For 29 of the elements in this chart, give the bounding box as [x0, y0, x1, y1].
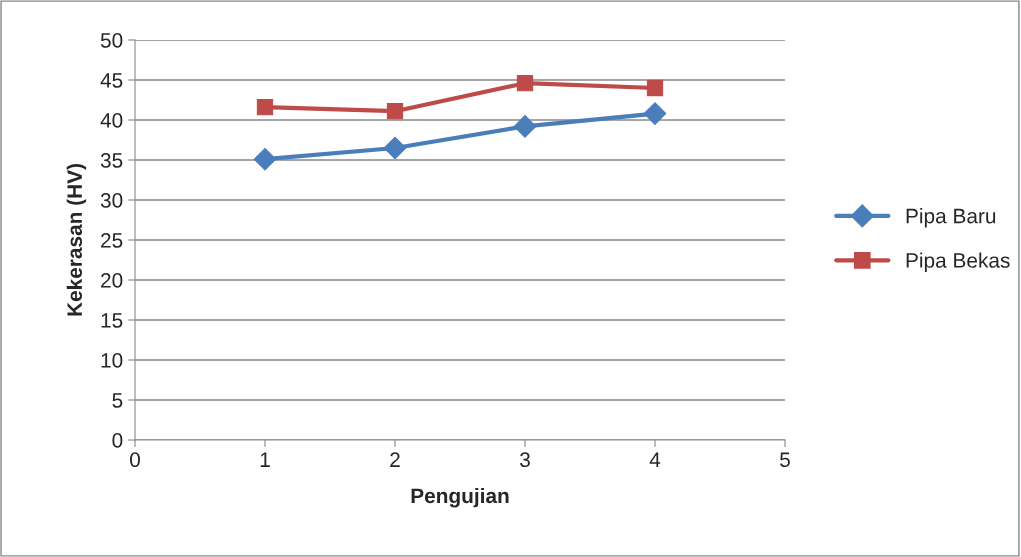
y-tick-label: 35 — [100, 153, 123, 168]
y-axis-title: Kekerasan (HV) — [66, 164, 87, 316]
x-tick-label: 2 — [390, 452, 400, 467]
y-tick-label: 25 — [101, 233, 123, 248]
x-tick-label: 0 — [130, 452, 140, 468]
x-axis-title: Pengujian — [411, 487, 509, 508]
y-tick-label: 10 — [101, 353, 123, 368]
x-tick-label: 3 — [520, 452, 530, 468]
y-tick-label: 40 — [100, 113, 123, 128]
point — [256, 99, 274, 116]
y-tick-label: 0 — [112, 433, 123, 448]
y-tick-label: 30 — [100, 193, 123, 208]
y-tick-label: 50 — [100, 33, 123, 48]
y-tick-label: 15 — [101, 313, 123, 328]
y-tick-label: 45 — [100, 73, 123, 88]
point — [383, 136, 407, 160]
legend-label: Pipa Baru — [906, 208, 996, 228]
y-tick-label: 20 — [101, 273, 123, 288]
point — [253, 147, 277, 171]
point — [646, 79, 664, 97]
x-tick-label: 5 — [780, 452, 790, 468]
x-tick-label: 4 — [649, 452, 661, 467]
point — [643, 102, 667, 125]
point — [513, 115, 537, 138]
point — [516, 75, 534, 92]
point — [386, 103, 404, 120]
y-tick-label: 5 — [112, 393, 123, 408]
legend-label: Pipa Bekas — [906, 252, 1010, 272]
x-tick-label: 1 — [260, 452, 270, 467]
